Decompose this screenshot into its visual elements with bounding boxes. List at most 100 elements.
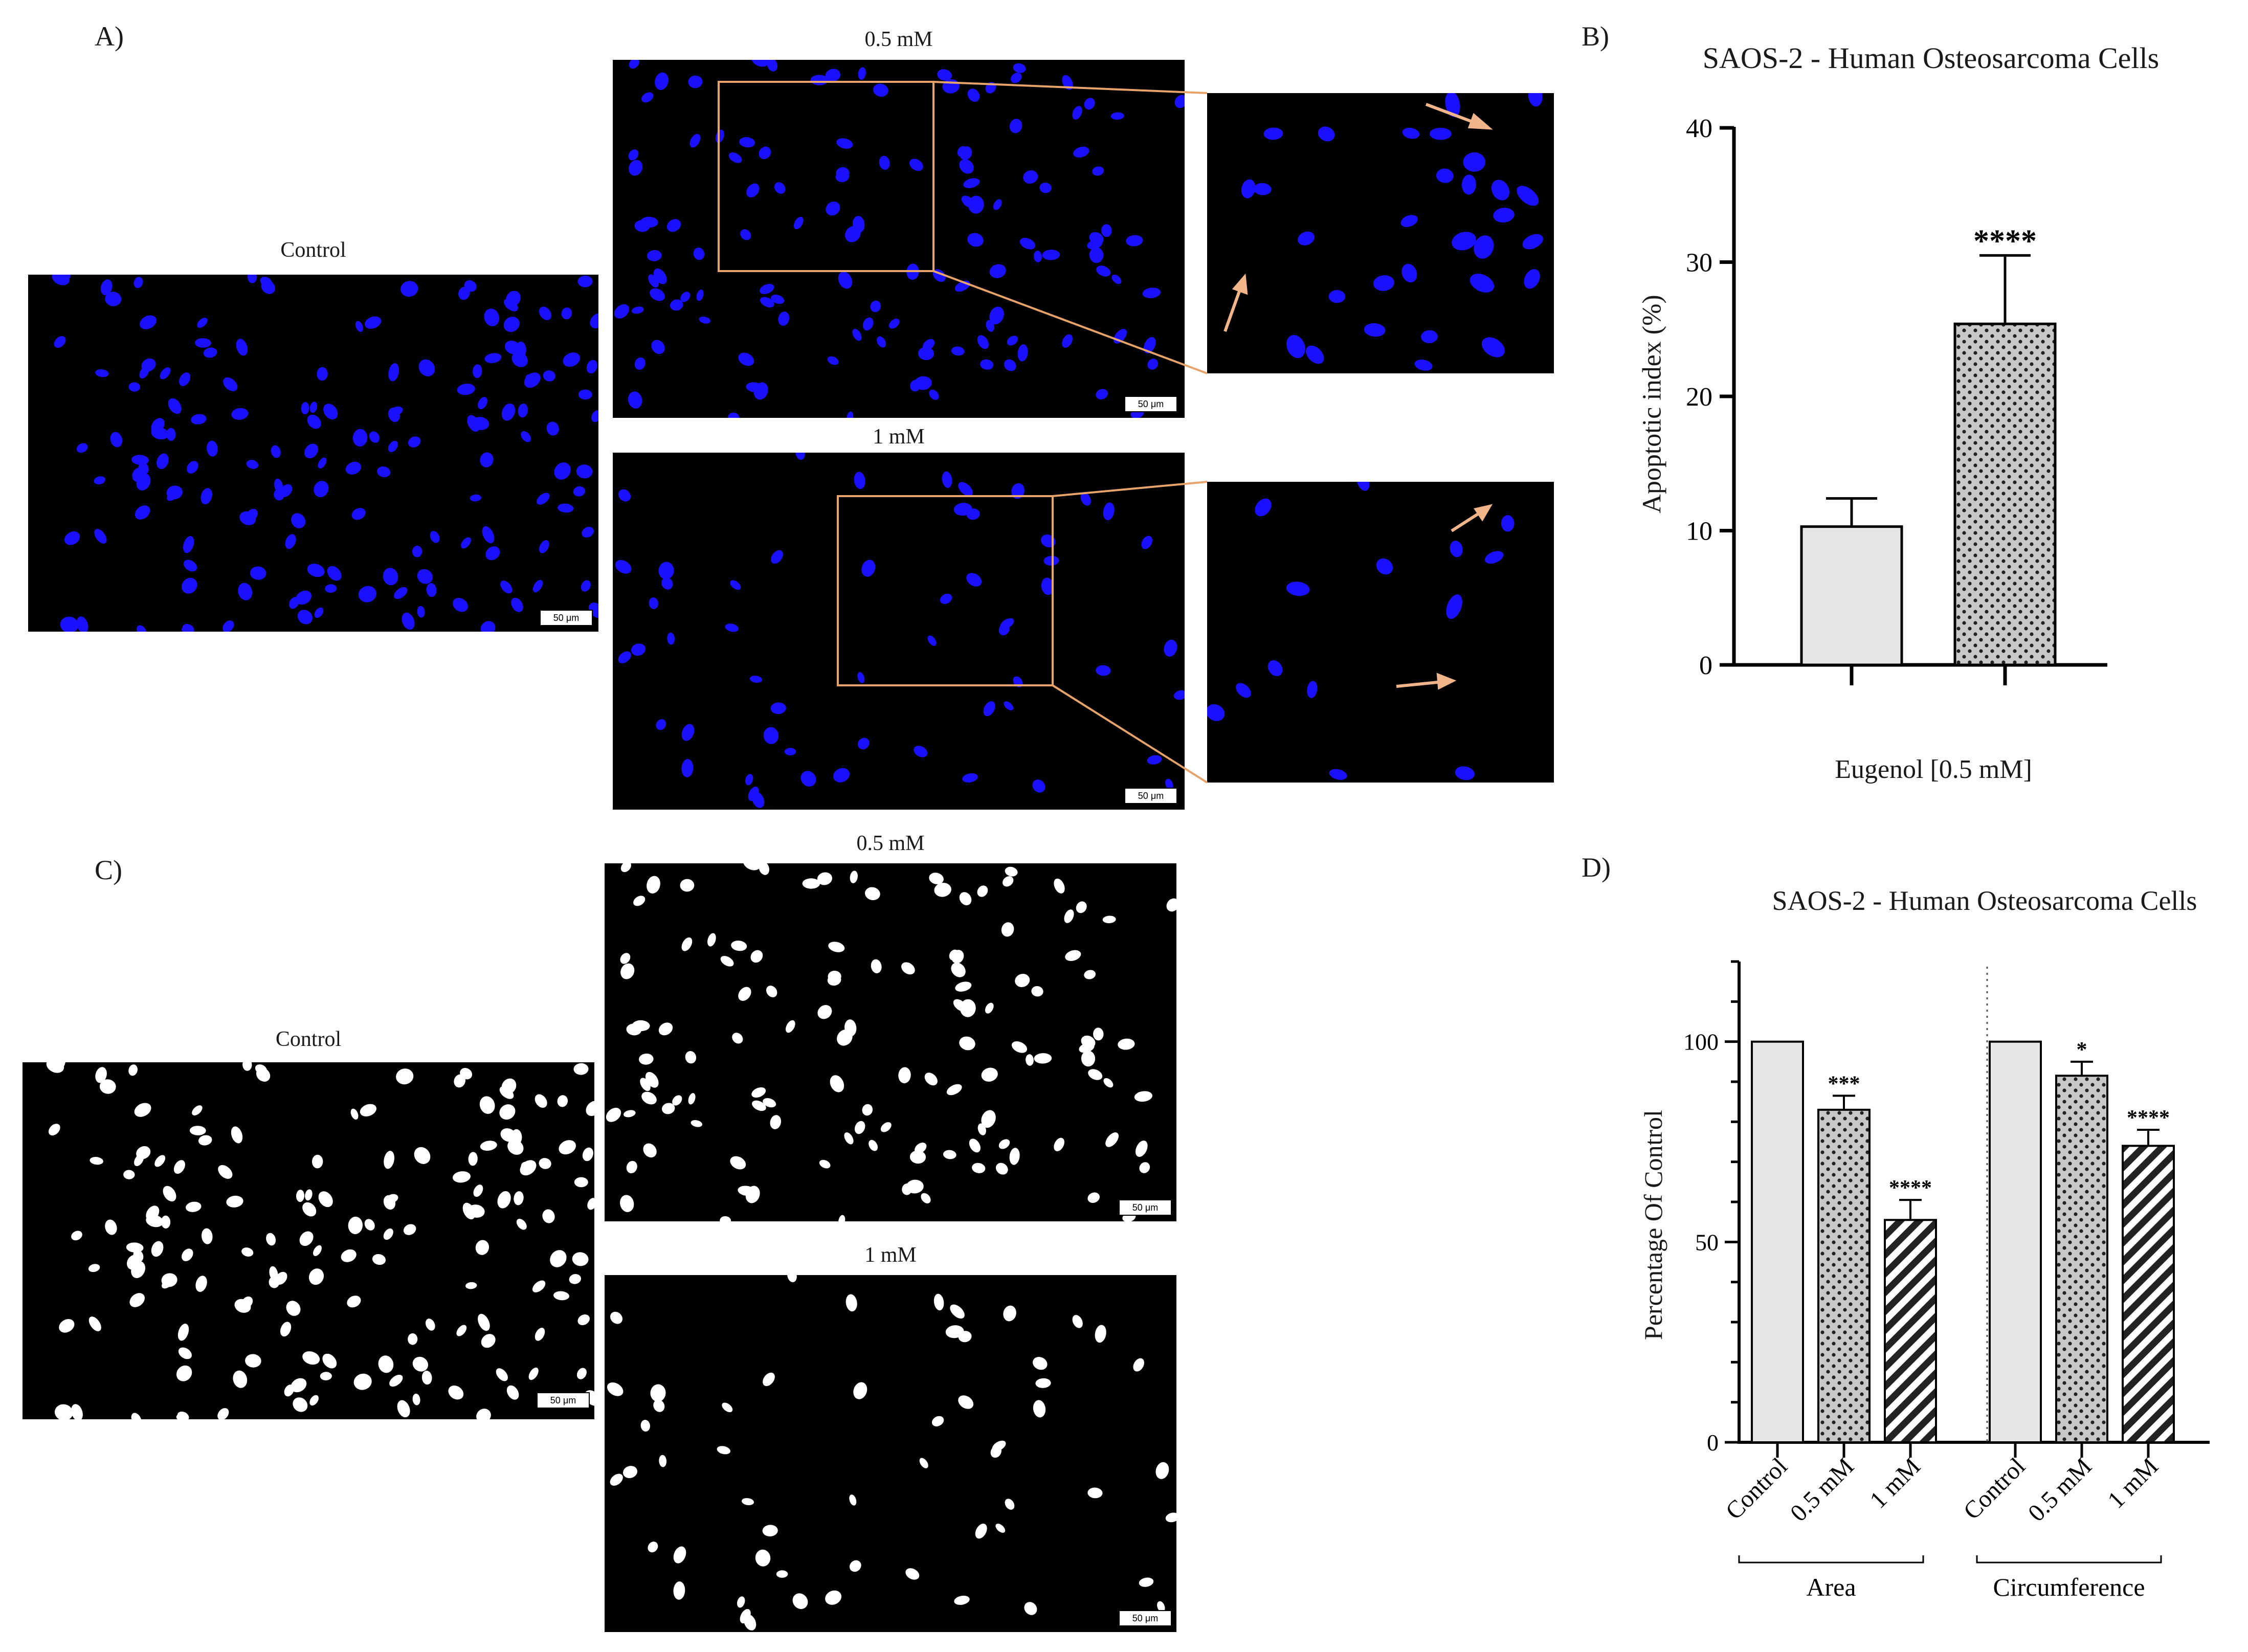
cell-nucleus — [1452, 232, 1476, 251]
cell-nucleus — [266, 1233, 276, 1246]
scale-bar: 50 μm — [1124, 788, 1177, 804]
cell-nucleus — [923, 339, 935, 350]
cell-nucleus — [844, 1019, 857, 1037]
cell-nucleus — [1064, 909, 1074, 923]
cell-nucleus — [1143, 337, 1156, 353]
nuclei-blue-inset-low — [1241, 93, 1543, 371]
cell-nucleus — [680, 292, 691, 302]
cell-nucleus — [981, 1110, 996, 1128]
cell-nucleus — [454, 1074, 466, 1088]
cell-nucleus — [161, 1273, 177, 1287]
panel-a-control-image: 50 μm — [28, 275, 598, 632]
cell-nucleus — [857, 672, 865, 683]
cell-nucleus — [962, 773, 978, 783]
scale-bar: 50 μm — [540, 610, 593, 626]
cell-nucleus — [1445, 93, 1460, 117]
cell-nucleus — [480, 452, 494, 467]
nuclei-binary-high — [607, 1275, 1176, 1631]
cell-nucleus — [670, 299, 683, 311]
significance-label: **** — [1973, 224, 2037, 258]
cell-nucleus — [966, 508, 980, 520]
cell-nucleus — [296, 590, 311, 605]
cell-nucleus — [182, 623, 194, 632]
cell-nucleus — [980, 359, 994, 370]
cell-nucleus — [959, 1036, 975, 1051]
cell-nucleus — [871, 959, 882, 974]
cell-nucleus — [561, 307, 572, 320]
cell-nucleus — [655, 72, 669, 90]
cell-nucleus — [465, 1282, 477, 1289]
cell-nucleus — [1126, 235, 1143, 247]
cell-nucleus — [1019, 237, 1036, 250]
y-tick-label: 20 — [1686, 383, 1712, 412]
cell-nucleus — [539, 1158, 551, 1169]
significance-label: **** — [2127, 1106, 2170, 1130]
cell-nucleus — [364, 316, 382, 329]
cell-nucleus — [873, 83, 888, 97]
cell-nucleus — [1147, 755, 1162, 765]
cell-nucleus — [192, 1105, 203, 1115]
cell-nucleus — [673, 1546, 686, 1564]
cell-nucleus — [751, 60, 769, 67]
cell-nucleus — [639, 1053, 654, 1065]
cell-nucleus — [400, 281, 418, 297]
cell-nucleus — [134, 1103, 151, 1117]
cell-nucleus — [355, 321, 363, 332]
cell-nucleus — [1166, 898, 1176, 912]
cell-nucleus — [539, 540, 549, 553]
panel-a-high-image: 50 μm — [613, 453, 1185, 810]
cell-nucleus — [105, 1219, 117, 1235]
cell-nucleus — [226, 1195, 243, 1208]
cell-nucleus — [1031, 986, 1043, 997]
cell-nucleus — [1003, 1305, 1016, 1322]
cell-nucleus — [246, 460, 259, 469]
cell-nucleus — [554, 462, 571, 480]
cell-nucleus — [256, 1067, 271, 1082]
cell-nucleus — [741, 1498, 754, 1505]
cell-nucleus — [993, 199, 1002, 210]
nuclei-blue-control — [52, 275, 598, 632]
cell-nucleus — [511, 1129, 522, 1145]
cell-nucleus — [1110, 112, 1124, 120]
cell-nucleus — [177, 1411, 189, 1419]
cell-nucleus — [659, 1455, 667, 1467]
x-tick-label: Control — [1721, 1453, 1793, 1525]
cell-nucleus — [950, 1304, 965, 1319]
cell-nucleus — [291, 513, 306, 528]
chart-d-plot: 0 50 100 Control *** 0.5 mM **** 1 mM Area Contro… — [1683, 960, 2210, 1601]
cell-nucleus — [467, 415, 480, 432]
cell-nucleus — [620, 963, 635, 979]
cell-nucleus — [929, 389, 939, 400]
cell-nucleus — [473, 364, 482, 378]
bar — [1884, 1219, 1937, 1443]
cell-nucleus — [280, 484, 293, 497]
cell-nucleus — [629, 160, 643, 176]
scale-bar: 50 μm — [1119, 1199, 1172, 1216]
cell-nucleus — [1081, 1035, 1096, 1048]
cell-nucleus — [1164, 639, 1177, 657]
cell-nucleus — [622, 1466, 638, 1479]
cell-nucleus — [972, 1163, 986, 1173]
panel-c-high-image: 50 μm — [605, 1275, 1176, 1632]
cell-nucleus — [132, 467, 146, 482]
significance-label: *** — [1828, 1072, 1860, 1096]
cell-nucleus — [408, 1333, 418, 1345]
cell-nucleus — [919, 1458, 928, 1468]
bar — [2055, 1075, 2108, 1443]
cell-nucleus — [297, 610, 313, 624]
bar — [1817, 1108, 1871, 1444]
cell-nucleus — [645, 1071, 659, 1088]
cell-nucleus — [689, 133, 701, 148]
cell-nucleus — [314, 607, 324, 618]
cell-nucleus — [731, 941, 747, 951]
cell-nucleus — [967, 233, 984, 247]
cell-nucleus — [388, 363, 399, 382]
cell-nucleus — [95, 1067, 107, 1083]
cell-nucleus — [691, 1120, 703, 1127]
cell-nucleus — [738, 987, 751, 1001]
cell-nucleus — [377, 466, 391, 478]
chart-d-title: SAOS-2 - Human Osteosarcoma Cells — [1772, 885, 2197, 916]
cell-nucleus — [478, 397, 487, 410]
cell-nucleus — [1033, 1356, 1048, 1370]
cell-nucleus — [54, 336, 66, 348]
